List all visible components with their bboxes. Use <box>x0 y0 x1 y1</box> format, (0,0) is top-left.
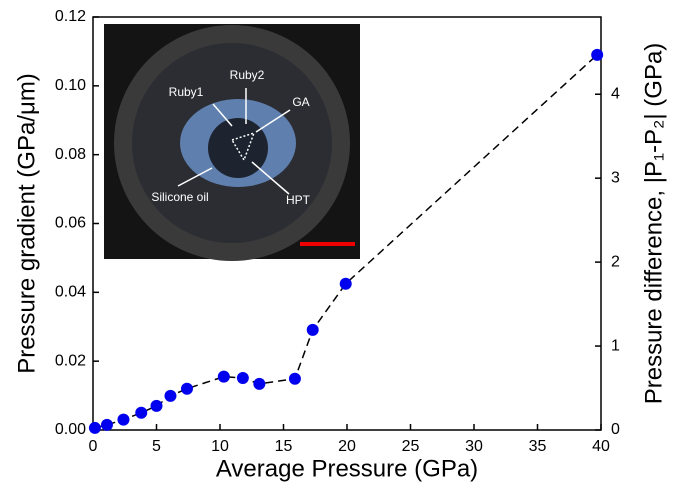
x-tick-label: 40 <box>592 438 610 455</box>
y-tick-label: 0.12 <box>55 8 86 25</box>
x-tick-label: 15 <box>275 438 293 455</box>
x-tick-label: 35 <box>529 438 547 455</box>
data-point <box>217 370 230 383</box>
data-point <box>306 323 319 336</box>
inset-label: Ruby1 <box>169 85 204 99</box>
inset-label: GA <box>292 95 309 109</box>
data-point <box>591 48 604 61</box>
x-axis-label: Average Pressure (GPa) <box>216 455 478 482</box>
y-tick-label: 0.00 <box>55 421 86 438</box>
data-point <box>180 382 193 395</box>
y2-tick-label: 0 <box>611 421 620 438</box>
x-tick-label: 5 <box>152 438 161 455</box>
data-point <box>236 372 249 385</box>
data-point <box>150 399 163 412</box>
x-tick-label: 25 <box>402 438 420 455</box>
y-axis-label: Pressure gradient (GPa/μm) <box>13 73 40 374</box>
x-tick-label: 0 <box>89 438 98 455</box>
y-tick-label: 0.04 <box>55 284 86 301</box>
inset-label: HPT <box>286 193 311 207</box>
data-point <box>339 277 352 290</box>
data-point <box>135 406 148 419</box>
x-tick-label: 30 <box>465 438 483 455</box>
y2-tick-label: 2 <box>611 253 620 270</box>
inset-photo: Ruby1 Ruby2 GA Silicone oil HPT <box>104 24 360 261</box>
y2-axis-label: Pressure difference, |P₁-P₂| (GPa) <box>640 43 667 405</box>
x-tick-label: 10 <box>211 438 229 455</box>
data-point <box>100 418 113 431</box>
y-tick-label: 0.10 <box>55 77 86 94</box>
data-point <box>88 421 101 434</box>
y2-tick-label: 4 <box>611 85 620 102</box>
y-tick-label: 0.08 <box>55 146 86 163</box>
data-point <box>117 413 130 426</box>
data-point <box>288 372 301 385</box>
y2-tick-label: 3 <box>611 169 620 186</box>
data-point <box>253 377 266 390</box>
y2-tick-label: 1 <box>611 337 620 354</box>
inset-label: Ruby2 <box>230 68 265 82</box>
inset-label: Silicone oil <box>151 190 208 204</box>
y-tick-label: 0.02 <box>55 352 86 369</box>
y-tick-label: 0.06 <box>55 215 86 232</box>
data-point <box>164 389 177 402</box>
x-tick-label: 20 <box>338 438 356 455</box>
